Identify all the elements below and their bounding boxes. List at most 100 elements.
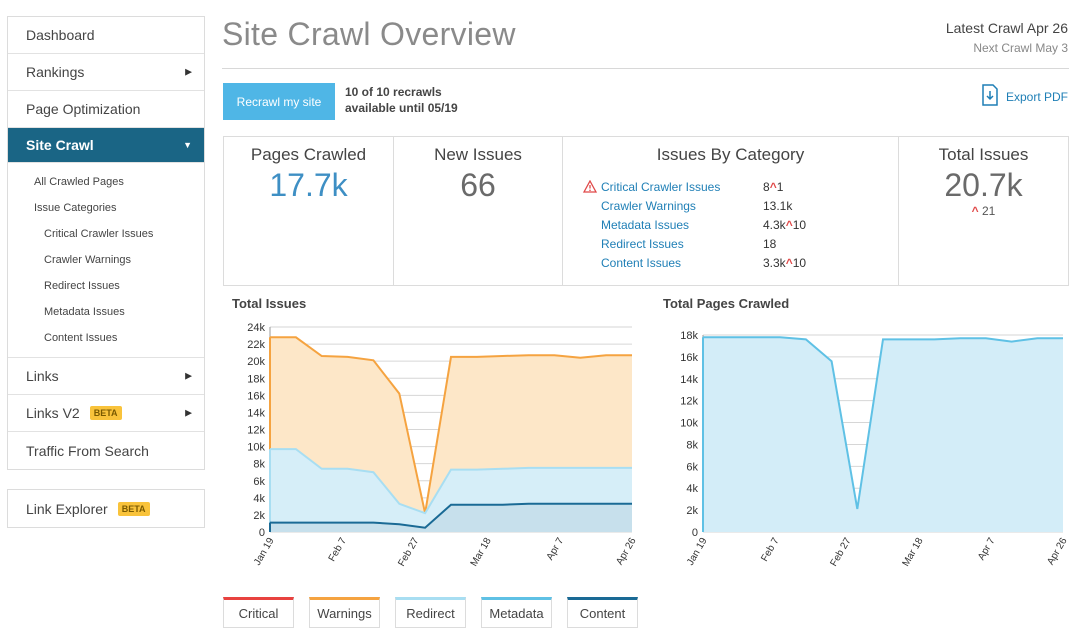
issues-by-category-title: Issues By Category <box>656 145 805 164</box>
sidebar-item-dashboard[interactable]: Dashboard <box>8 17 204 54</box>
chevron-right-icon: ▶ <box>185 370 192 381</box>
legend-metadata[interactable]: Metadata <box>481 597 552 628</box>
x-tick-label: Jan 19 <box>252 536 277 568</box>
sidebar-item-link-explorer[interactable]: Link Explorer BETA <box>8 490 204 527</box>
sidebar-item-label: Links V2 <box>26 405 80 421</box>
chevron-right-icon: ▶ <box>185 407 192 418</box>
x-tick-label: Mar 18 <box>901 536 926 569</box>
increase-arrow-icon: ^ <box>785 217 793 232</box>
x-tick-label: Feb 7 <box>327 536 350 564</box>
total-issues-title: Total Issues <box>938 145 1029 164</box>
header-divider <box>222 68 1069 69</box>
category-value: 18 <box>763 236 777 251</box>
new-issues-panel: New Issues 66 <box>394 137 563 285</box>
pages-crawled-title: Pages Crawled <box>250 145 367 164</box>
category-value: 13.1k <box>763 198 793 213</box>
total-issues-chart-title: Total Issues <box>232 296 307 311</box>
y-tick-label: 8k <box>253 459 265 471</box>
recrawl-quota: 10 of 10 recrawls available until 05/19 <box>345 84 458 116</box>
category-value: 8 <box>763 179 770 194</box>
legend-redirect[interactable]: Redirect <box>395 597 466 628</box>
sidebar-item-label: Traffic From Search <box>26 442 149 459</box>
sidebar-item-label: Dashboard <box>26 27 95 43</box>
sidebar-main-nav: Dashboard Rankings ▶ Page Optimization Si… <box>7 16 205 470</box>
category-row-metadata: Metadata Issues 4.3k ^ 10 <box>583 215 898 234</box>
increase-arrow-icon: ^ <box>971 204 979 218</box>
x-tick-label: Feb 7 <box>759 536 782 564</box>
sidebar-item-site-crawl[interactable]: Site Crawl ▼ <box>8 128 204 163</box>
pages-crawled-value: 17.7k <box>269 167 348 203</box>
site-crawl-subnav: All Crawled Pages Issue Categories Criti… <box>8 163 204 358</box>
category-value: 3.3k <box>763 255 786 270</box>
legend-warnings[interactable]: Warnings <box>309 597 380 628</box>
beta-badge: BETA <box>89 406 122 420</box>
y-tick-label: 10k <box>247 442 265 454</box>
y-tick-label: 6k <box>253 476 265 488</box>
series-line-content <box>270 502 632 529</box>
sidebar-item-links[interactable]: Links ▶ <box>8 358 204 395</box>
legend-content[interactable]: Content <box>567 597 638 628</box>
sidebar-item-links-v2[interactable]: Links V2 BETA ▶ <box>8 395 204 432</box>
recrawl-availability: available until 05/19 <box>345 101 458 115</box>
y-tick-label: 4k <box>686 483 698 495</box>
category-row-critical: Critical Crawler Issues 8 ^ 1 <box>583 177 898 196</box>
warning-triangle-icon <box>583 180 601 193</box>
subnav-redirect-issues[interactable]: Redirect Issues <box>44 280 120 292</box>
x-tick-label: Apr 7 <box>545 536 567 563</box>
chevron-down-icon: ▼ <box>183 140 192 150</box>
sidebar-item-page-optimization[interactable]: Page Optimization <box>8 91 204 128</box>
chart-legend: Critical Warnings Redirect Metadata Cont… <box>223 597 638 628</box>
category-row-redirect: Redirect Issues 18 <box>583 234 898 253</box>
beta-badge: BETA <box>117 501 150 516</box>
category-value: 4.3k <box>763 217 786 232</box>
new-issues-title: New Issues <box>434 145 522 164</box>
x-tick-label: Mar 18 <box>469 536 494 569</box>
total-pages-chart-title: Total Pages Crawled <box>663 296 790 311</box>
y-tick-label: 2k <box>253 510 265 522</box>
category-delta: 10 <box>792 255 807 270</box>
redirect-issues-link[interactable]: Redirect Issues <box>601 236 684 251</box>
critical-crawler-issues-link[interactable]: Critical Crawler Issues <box>601 179 721 194</box>
total-issues-delta: ^ 21 <box>899 204 1068 218</box>
sidebar-item-label: Link Explorer <box>26 500 108 517</box>
y-tick-label: 14k <box>247 407 265 419</box>
y-tick-label: 10k <box>680 418 698 430</box>
category-delta: 10 <box>792 217 807 232</box>
y-tick-label: 0 <box>259 527 265 539</box>
total-issues-value: 20.7k <box>944 167 1023 203</box>
x-tick-label: Feb 27 <box>829 536 854 569</box>
export-pdf-label: Export PDF <box>1005 89 1068 104</box>
sidebar-item-label: Site Crawl <box>26 137 94 153</box>
recrawl-button[interactable]: Recrawl my site <box>223 83 335 120</box>
crawler-warnings-link[interactable]: Crawler Warnings <box>601 198 696 213</box>
subnav-all-crawled-pages[interactable]: All Crawled Pages <box>34 176 124 188</box>
content-issues-link[interactable]: Content Issues <box>601 255 682 270</box>
sidebar-item-label: Rankings <box>26 64 85 80</box>
subnav-metadata-issues[interactable]: Metadata Issues <box>44 306 125 318</box>
crawl-schedule: Latest Crawl Apr 26 Next Crawl May 3 <box>946 20 1068 55</box>
subnav-critical-crawler-issues[interactable]: Critical Crawler Issues <box>44 228 154 240</box>
series-area-content <box>270 503 632 532</box>
category-row-content: Content Issues 3.3k ^ 10 <box>583 253 898 272</box>
total-issues-panel: Total Issues 20.7k ^ 21 <box>899 137 1068 285</box>
export-pdf-link[interactable]: Export PDF <box>981 84 1068 109</box>
category-row-warnings: Crawler Warnings 13.1k <box>583 196 898 215</box>
series-area-pages <box>703 337 1063 532</box>
metadata-issues-link[interactable]: Metadata Issues <box>601 217 690 232</box>
y-tick-label: 0 <box>692 527 698 539</box>
sidebar-item-traffic-from-search[interactable]: Traffic From Search <box>8 432 204 469</box>
subnav-content-issues[interactable]: Content Issues <box>44 332 118 344</box>
total-pages-chart: 0 2k 4k 6k 8k 10k 12k 14k 16k 18k Jan 19 Feb 7 Feb 2… <box>680 330 1070 569</box>
pdf-download-icon <box>981 84 999 109</box>
chevron-right-icon: ▶ <box>185 66 192 77</box>
sidebar-item-rankings[interactable]: Rankings ▶ <box>8 54 204 91</box>
x-tick-label: Apr 26 <box>1045 536 1069 567</box>
subnav-crawler-warnings[interactable]: Crawler Warnings <box>44 254 132 266</box>
legend-critical[interactable]: Critical <box>223 597 294 628</box>
y-tick-label: 6k <box>686 461 698 473</box>
y-tick-label: 16k <box>247 390 265 402</box>
total-issues-chart: 0 2k 4k 6k 8k 10k 12k 14k 16k 18k 20k 22k 24k Jan 19 F… <box>247 322 639 569</box>
x-tick-label: Apr 26 <box>614 536 638 567</box>
subnav-issue-categories[interactable]: Issue Categories <box>34 202 117 214</box>
pages-crawled-panel: Pages Crawled 17.7k <box>224 137 394 285</box>
